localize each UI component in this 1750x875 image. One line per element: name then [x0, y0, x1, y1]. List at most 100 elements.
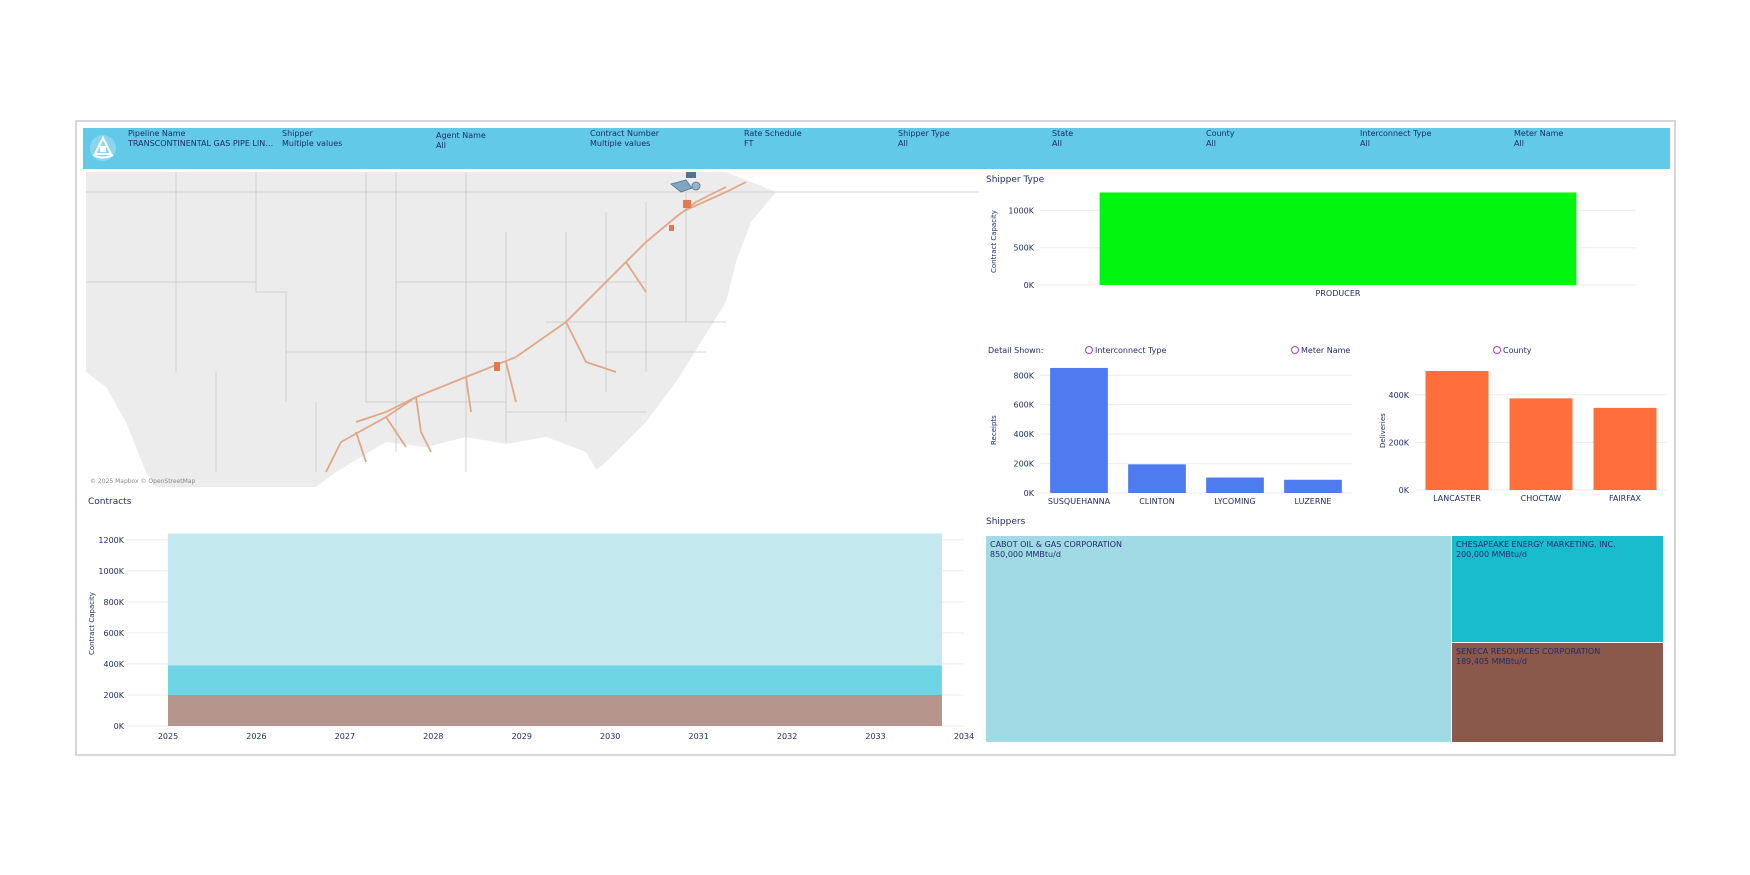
x-tick-label: CLINTON	[1139, 497, 1175, 506]
detail-shown-label: Detail Shown:	[988, 346, 1044, 355]
y-tick-label: 600K	[1013, 401, 1034, 410]
detail-option-interconnect-type[interactable]: Interconnect Type	[1085, 346, 1166, 355]
radio-label: County	[1503, 346, 1532, 355]
y-tick-label: 0K	[114, 722, 125, 731]
y-tick-label: 500K	[1013, 244, 1034, 253]
bar	[1509, 398, 1573, 490]
pipeline-map[interactable]: © 2025 Mapbox © OpenStreetMap	[86, 172, 979, 487]
y-tick-label: 200K	[103, 691, 124, 700]
filter-bar: Pipeline Name TRANSCONTINENTAL GAS PIPE …	[83, 128, 1670, 169]
filter-interconnect-type[interactable]: Interconnect Type All	[1360, 129, 1510, 149]
contracts-title: Contracts	[88, 497, 132, 507]
x-tick-label: 2028	[423, 732, 443, 741]
treemap-cell-value: 850,000 MMBtu/d	[990, 550, 1061, 559]
county-marker	[494, 362, 500, 371]
detail-option-meter-name[interactable]: Meter Name	[1291, 346, 1350, 355]
x-tick-label: LUZERNE	[1295, 497, 1332, 506]
y-tick-label: 0K	[1024, 489, 1035, 498]
radio-label: Meter Name	[1301, 346, 1351, 355]
x-tick-label: 2026	[246, 732, 266, 741]
x-tick-label: 2025	[158, 732, 178, 741]
treemap-cell-value: 200,000 MMBtu/d	[1456, 550, 1527, 559]
bar	[1050, 367, 1108, 493]
filter-value: TRANSCONTINENTAL GAS PIPE LINE ...	[128, 139, 278, 148]
county-marker	[669, 225, 674, 231]
y-tick-label: 400K	[103, 660, 124, 669]
treemap-cell-chesapeake[interactable]: CHESAPEAKE ENERGY MARKETING, INC. 200,00…	[1451, 536, 1663, 642]
receipts-chart: 800K 600K 400K 200K 0K SUSQUEHANNA CLINTON LYCO…	[1013, 367, 1352, 506]
contracts-y-label: Contract Capacity	[88, 592, 96, 655]
detail-option-county[interactable]: County	[1493, 346, 1532, 355]
x-tick-label: LYCOMING	[1214, 497, 1255, 506]
filter-value: All	[1360, 139, 1370, 148]
receipt-county-marker	[691, 181, 701, 191]
filter-shipper-type[interactable]: Shipper Type All	[898, 129, 1048, 149]
bar	[1128, 464, 1186, 493]
filter-label: Shipper Type	[898, 129, 950, 138]
filter-meter-name[interactable]: Meter Name All	[1514, 129, 1664, 149]
filter-label: State	[1052, 129, 1074, 138]
radio-icon	[1493, 346, 1501, 354]
filter-value: FT	[744, 139, 754, 148]
x-tick-label: 2034	[954, 732, 974, 741]
treemap-cell-cabot[interactable]: CABOT OIL & GAS CORPORATION 850,000 MMBt…	[986, 536, 1451, 742]
pipeline-logo-icon	[90, 135, 116, 161]
x-tick-label: 2033	[865, 732, 885, 741]
y-tick-label: 1000K	[98, 567, 124, 576]
filter-agent-name[interactable]: Agent Name All	[436, 131, 586, 151]
bar	[1206, 477, 1264, 493]
receipt-county-marker	[670, 179, 693, 193]
y-tick-label: 400K	[1013, 430, 1034, 439]
y-tick-label: 400K	[1388, 391, 1409, 400]
y-tick-label: 800K	[1013, 371, 1034, 380]
shippers-treemap: CABOT OIL & GAS CORPORATION 850,000 MMBt…	[986, 536, 1663, 742]
x-tick-label: 2030	[600, 732, 620, 741]
filter-rate-schedule[interactable]: Rate Schedule FT	[744, 129, 894, 149]
radio-label: Interconnect Type	[1095, 346, 1167, 355]
ocean-area	[576, 172, 979, 487]
x-tick-label: 2029	[512, 732, 532, 741]
filter-value: All	[1052, 139, 1062, 148]
deliveries-y-label: Deliveries	[1379, 413, 1387, 448]
treemap-cell-seneca[interactable]: SENECA RESOURCES CORPORATION 189,405 MMB…	[1451, 642, 1663, 742]
receipts-y-label: Receipts	[990, 415, 998, 445]
x-tick-label: SUSQUEHANNA	[1048, 497, 1111, 506]
filter-contract-number[interactable]: Contract Number Multiple values	[590, 129, 740, 149]
state-borders	[86, 172, 979, 472]
y-tick-label: 1200K	[98, 536, 124, 545]
y-tick-label: 200K	[1388, 438, 1409, 447]
x-tick-label: PRODUCER	[1316, 289, 1361, 298]
deliveries-chart: 400K 200K 0K LANCASTER CHOCTAW FAIRFAX	[1388, 371, 1667, 503]
bar	[1425, 371, 1489, 490]
filter-label: Shipper	[282, 129, 313, 138]
pipeline-route	[325, 181, 747, 473]
radio-icon	[1085, 346, 1093, 354]
filter-pipeline-name[interactable]: Pipeline Name TRANSCONTINENTAL GAS PIPE …	[128, 129, 278, 149]
receipt-county-marker	[686, 172, 696, 178]
bar	[1284, 479, 1342, 493]
treemap-cell-name: SENECA RESOURCES CORPORATION	[1456, 647, 1601, 656]
filter-label: Rate Schedule	[744, 129, 802, 138]
treemap-cell-name: CABOT OIL & GAS CORPORATION	[990, 540, 1123, 549]
filter-value: All	[436, 141, 446, 150]
map-canvas	[86, 172, 979, 487]
y-tick-label: 0K	[1399, 486, 1410, 495]
x-tick-label: LANCASTER	[1433, 494, 1481, 503]
filter-county[interactable]: County All	[1206, 129, 1356, 149]
shipper-type-y-label: Contract Capacity	[990, 210, 998, 273]
filter-value: Multiple values	[590, 139, 651, 148]
map-attribution: © 2025 Mapbox © OpenStreetMap	[90, 478, 196, 485]
pacific-area	[86, 372, 156, 487]
shipper-type-title: Shipper Type	[986, 175, 1045, 185]
filter-shipper[interactable]: Shipper Multiple values	[282, 129, 432, 149]
filter-value: All	[1206, 139, 1216, 148]
filter-label: Pipeline Name	[128, 129, 186, 138]
treemap-cell-name: CHESAPEAKE ENERGY MARKETING, INC.	[1456, 540, 1616, 549]
filter-label: Meter Name	[1514, 129, 1564, 138]
filter-label: Contract Number	[590, 129, 660, 138]
contracts-chart: 1200K 1000K 800K 600K 400K 200K 0K 2025 2026 2027…	[98, 533, 974, 741]
filter-label: Interconnect Type	[1360, 129, 1432, 138]
filter-state[interactable]: State All	[1052, 129, 1202, 149]
gulf-area	[316, 437, 606, 487]
y-tick-label: 0K	[1024, 281, 1035, 290]
